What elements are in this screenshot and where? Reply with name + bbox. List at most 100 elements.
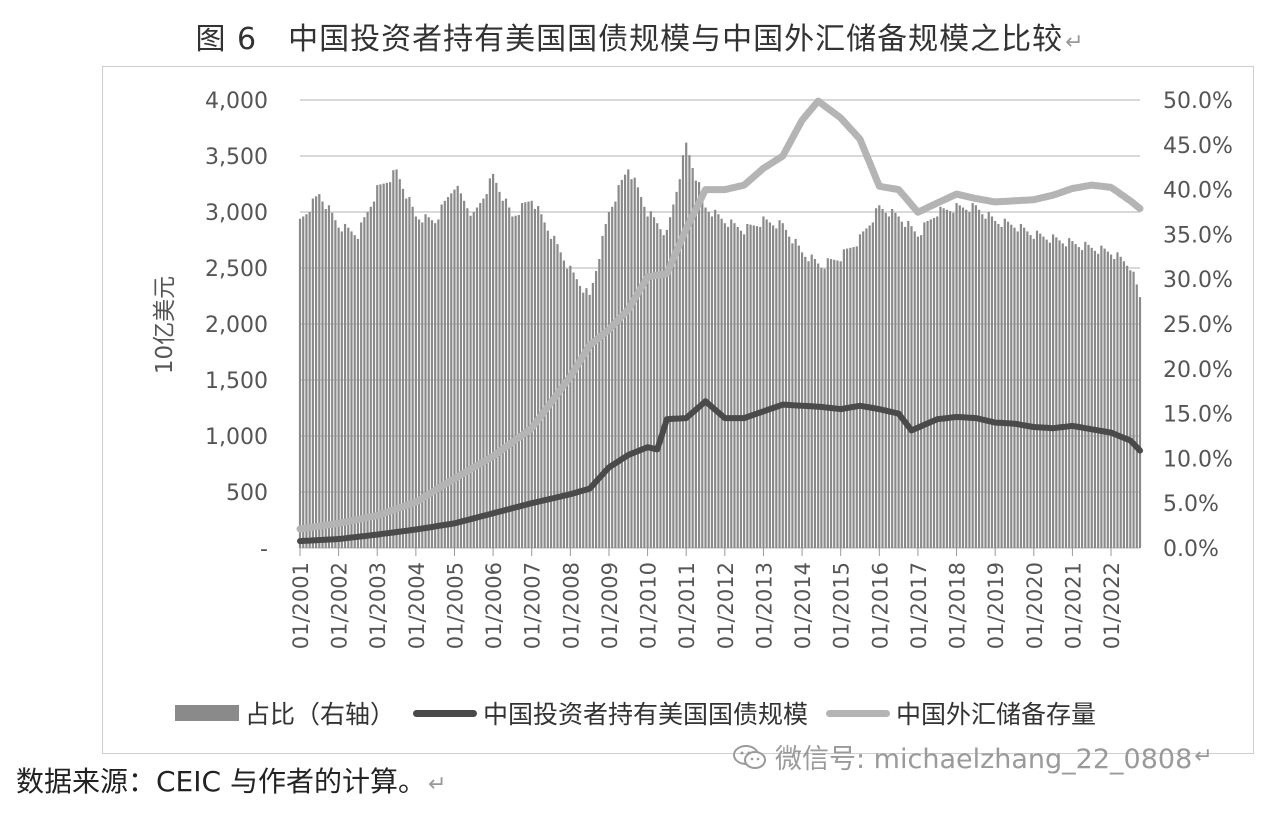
ratio-bar xyxy=(360,222,363,548)
y2-tick-label: 5.0% xyxy=(1163,492,1219,517)
ratio-bar xyxy=(488,178,491,548)
ratio-bar xyxy=(804,256,807,548)
ratio-bar xyxy=(707,212,710,548)
ratio-bar xyxy=(784,229,788,549)
y2-tick-label: 25.0% xyxy=(1163,313,1233,338)
y-tick-label: 500 xyxy=(226,481,268,506)
ratio-bar xyxy=(669,217,672,548)
ratio-bar xyxy=(614,201,617,548)
ratio-bar xyxy=(939,206,942,549)
ratio-bar xyxy=(421,222,424,548)
ratio-bar xyxy=(1023,227,1026,548)
ratio-bar xyxy=(434,223,437,548)
ratio-bar xyxy=(533,209,537,548)
ratio-bar xyxy=(453,189,456,548)
legend-label-holdings: 中国投资者持有美国国债规模 xyxy=(483,700,809,729)
ratio-bar xyxy=(588,294,591,548)
ratio-bar xyxy=(411,206,414,549)
series-lines xyxy=(296,97,1144,545)
ratio-bar xyxy=(961,207,965,548)
ratio-bar xyxy=(340,231,343,548)
y2-tick-label: 20.0% xyxy=(1163,358,1233,383)
ratio-bar xyxy=(714,209,717,548)
ratio-bar xyxy=(945,209,948,548)
ratio-bar xyxy=(1042,236,1045,548)
ratio-bar xyxy=(446,197,450,549)
y2-tick-label: 40.0% xyxy=(1163,179,1233,204)
ratio-bar xyxy=(887,216,891,549)
ratio-bar xyxy=(855,246,858,548)
ratio-bar xyxy=(450,193,453,549)
ratio-bar xyxy=(1122,261,1126,548)
ratio-bar xyxy=(382,183,385,549)
y-tick-label: 3,000 xyxy=(205,201,268,226)
ratio-bar xyxy=(369,206,372,549)
ratio-bar xyxy=(298,218,302,548)
ratio-bar xyxy=(762,216,765,549)
ratio-bar xyxy=(530,200,533,549)
ratio-bar xyxy=(604,223,607,549)
ratio-bar xyxy=(874,208,878,548)
ratio-bar xyxy=(543,222,546,548)
ratio-bar xyxy=(566,268,569,548)
ratio-bar xyxy=(594,270,598,548)
ratio-bar xyxy=(1116,252,1119,548)
y2-tick-label: 50.0% xyxy=(1163,89,1233,114)
ratio-bar xyxy=(627,169,630,548)
x-axis-ticks: 01/2001 01/2002 01/2003 01/2004 01/2005 01/20… xyxy=(289,548,1124,649)
ratio-bar xyxy=(347,227,350,548)
ratio-bar xyxy=(768,222,771,548)
ratio-bar xyxy=(697,182,701,548)
x-tick-label: 01/2012 xyxy=(714,562,738,649)
ratio-bar xyxy=(514,215,517,548)
ratio-bar xyxy=(1061,243,1064,549)
ratio-bar xyxy=(797,245,800,548)
ratio-bar xyxy=(852,247,855,549)
ratio-bar xyxy=(1019,223,1023,549)
ratio-bar xyxy=(755,226,759,549)
y-tick-label: 1,000 xyxy=(205,425,268,450)
ratio-bar xyxy=(726,226,730,548)
ratio-bar xyxy=(546,230,549,548)
ratio-bar xyxy=(929,219,932,548)
ratio-bar xyxy=(607,212,611,548)
ratio-bar xyxy=(659,229,662,548)
ratio-bar xyxy=(334,220,337,549)
source-return-mark: ↵ xyxy=(427,772,447,797)
ratio-bar xyxy=(720,218,723,548)
ratio-bar xyxy=(971,203,974,549)
ratio-bar xyxy=(652,217,656,548)
ratio-bar xyxy=(778,220,781,549)
ratio-bar xyxy=(337,227,340,548)
source-note: 数据来源：CEIC 与作者的计算。↵ xyxy=(16,760,446,800)
ratio-bar xyxy=(591,282,594,548)
ratio-bar xyxy=(1071,241,1074,548)
ratio-bar xyxy=(829,259,833,548)
y2-tick-label: 30.0% xyxy=(1163,268,1233,293)
ratio-bar xyxy=(839,261,842,548)
x-tick-label: 01/2002 xyxy=(328,562,352,649)
x-tick-label: 01/2017 xyxy=(907,562,931,649)
ratio-bar xyxy=(990,216,994,549)
legend-swatch-reserves xyxy=(826,709,891,717)
x-tick-label: 01/2013 xyxy=(752,562,776,649)
ratio-bar xyxy=(688,155,691,548)
ratio-bar xyxy=(1093,250,1097,548)
ratio-bar xyxy=(958,205,961,548)
right-axis-ticks: 0.0% 5.0% 10.0% 15.0% 20.0% 25.0% 30.0% 35.0% 40… xyxy=(1163,89,1233,562)
ratio-bar xyxy=(305,214,308,549)
ratio-bar xyxy=(907,220,910,548)
ratio-bar xyxy=(746,223,749,549)
ratio-bar xyxy=(1032,238,1035,548)
ratio-bar xyxy=(1113,259,1116,548)
y-tick-label: - xyxy=(260,537,268,562)
ratio-bar xyxy=(913,231,916,548)
ratio-bar xyxy=(955,203,958,549)
ratio-bar xyxy=(501,200,504,549)
ratio-bar xyxy=(710,216,714,549)
ratio-bar xyxy=(1080,250,1084,548)
ratio-bar xyxy=(836,260,839,548)
ratio-bar xyxy=(401,188,405,548)
ratio-bar xyxy=(1109,254,1113,548)
